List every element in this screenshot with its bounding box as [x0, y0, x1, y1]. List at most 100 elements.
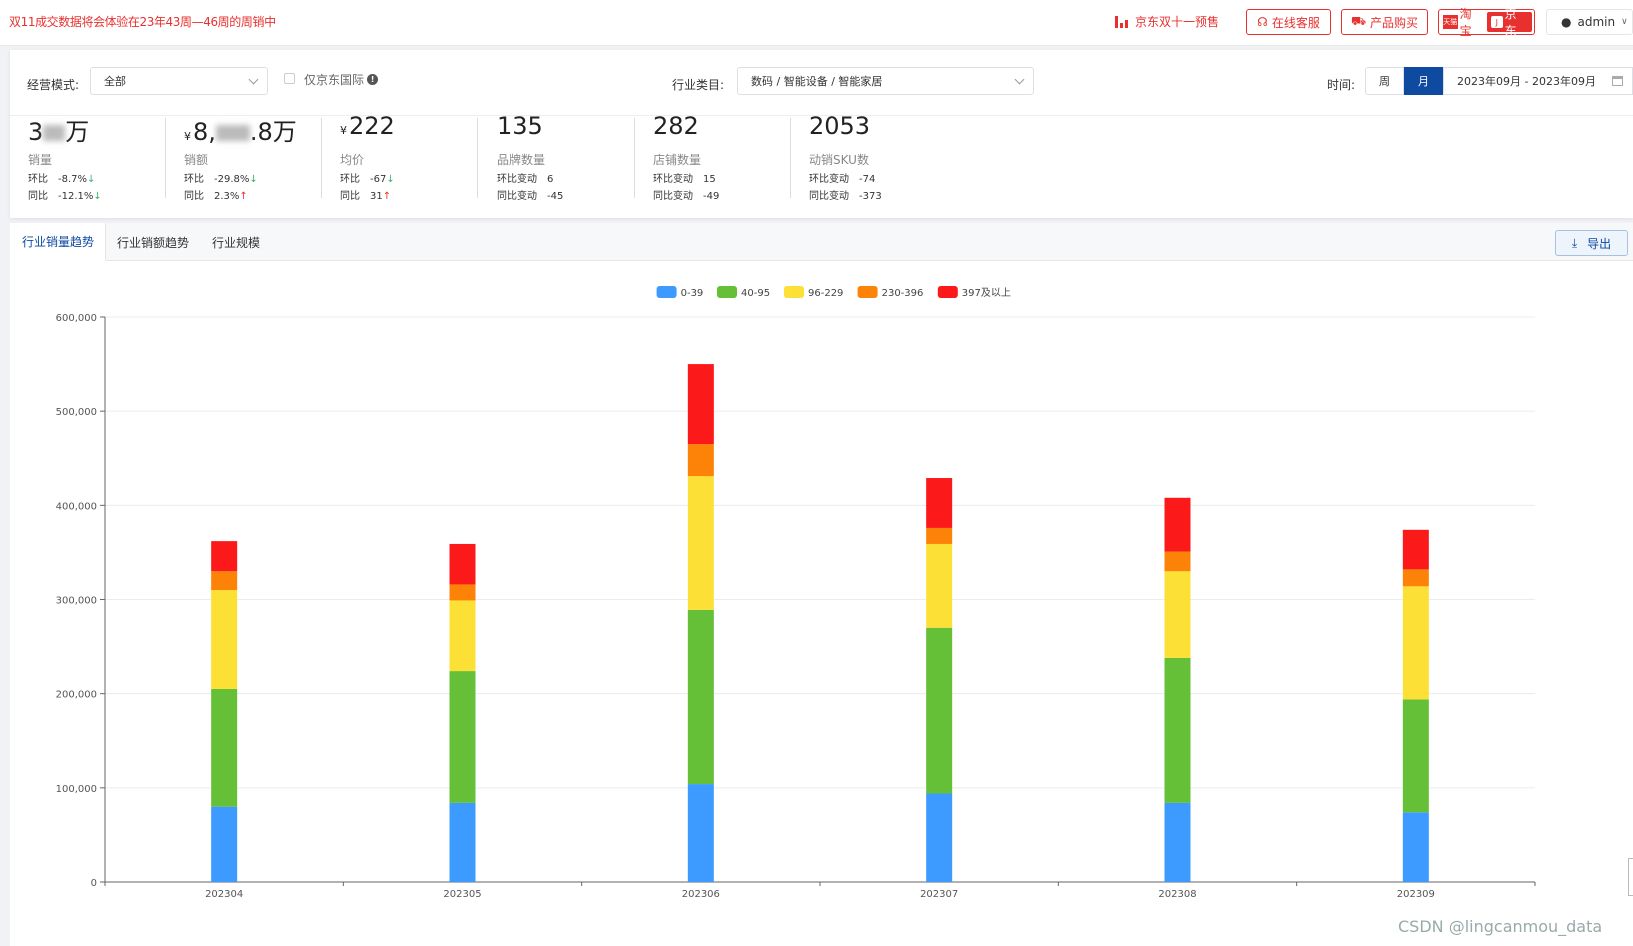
side-scroll-tab[interactable]	[1628, 858, 1633, 896]
bar-segment	[926, 543, 953, 628]
metric-value-prefix: 3	[28, 118, 44, 146]
legend-swatch	[717, 286, 737, 298]
metric-value: 2053	[809, 112, 871, 140]
jd-icon: J	[1490, 16, 1503, 28]
y-tick-label: 300,000	[56, 596, 97, 607]
jd-intl-label-wrap: 仅京东国际 !	[304, 71, 379, 88]
metric-name: 动销SKU数	[809, 153, 869, 167]
user-menu[interactable]: ● admin ∨	[1546, 9, 1633, 35]
metric-name: 销量	[28, 153, 53, 167]
metric-yoy-value: -49	[703, 191, 720, 202]
bar-segment	[211, 688, 238, 807]
metric-yoy-value: -12.1%	[58, 191, 94, 202]
chevron-down-icon	[248, 74, 259, 85]
platform-jd-label: 京东	[1504, 7, 1517, 38]
platform-jd[interactable]: J 京东	[1486, 7, 1532, 38]
metric-mom-value: 15	[703, 174, 716, 185]
mode-select[interactable]: 全部	[90, 67, 268, 95]
tmall-icon: 天猫	[1443, 15, 1458, 29]
calendar-icon	[1612, 76, 1623, 86]
metric-value: ¥8, .8万	[184, 112, 297, 147]
product-buy-button[interactable]: ⛟ 产品购买	[1341, 9, 1428, 35]
bar-segment	[211, 541, 238, 572]
chart-tabs: 行业销量趋势 行业销额趋势 行业规模 ⤓ 导出	[10, 223, 1633, 261]
metric-sales-amount: ¥8, .8万 销额 环比 -29.8%↓ 同比 2.3%↑	[166, 118, 322, 202]
metric-yoy-value: 31	[370, 191, 383, 202]
category-label: 行业类目:	[672, 78, 725, 92]
tab-sales-amount-trend[interactable]: 行业销额趋势	[117, 235, 190, 250]
legend-swatch	[656, 286, 677, 298]
x-tick-label: 202307	[920, 889, 958, 900]
bar-segment	[926, 478, 953, 528]
metric-avg-price: ¥222 均价 环比 -67↓ 同比 31↑	[322, 112, 478, 202]
platform-taobao[interactable]: 天猫 淘宝	[1441, 5, 1485, 39]
stacked-bar-chart: 0 100,000 200,000 300,000 400,000 500,000 600,…	[56, 286, 1536, 900]
tab-industry-scale[interactable]: 行业规模	[212, 235, 261, 250]
jd-presale-link[interactable]: 京东双十一预售	[1115, 13, 1219, 30]
metric-yoy-label: 同比变动	[653, 191, 693, 202]
bar-segment	[926, 527, 953, 544]
legend-label: 96-229	[808, 288, 843, 299]
mode-label: 经营模式:	[27, 78, 80, 92]
legend-label: 40-95	[741, 288, 770, 299]
platform-switch[interactable]: 天猫 淘宝 J 京东	[1438, 7, 1535, 38]
metric-yoy-label: 同比	[184, 191, 204, 202]
bar-segment	[1164, 657, 1191, 803]
category-select[interactable]: 数码 / 智能设备 / 智能家居	[737, 67, 1034, 95]
info-icon[interactable]: !	[367, 74, 379, 85]
x-tick-label: 202309	[1397, 889, 1435, 900]
metric-mom: 环比变动 6	[497, 170, 553, 185]
bar-segment	[1164, 802, 1191, 882]
bar-segment	[1164, 551, 1191, 572]
metric-value-suffix: 万	[65, 118, 90, 146]
bar-segment	[1402, 699, 1429, 813]
bar-segment	[1402, 586, 1429, 700]
bar-segment	[1402, 569, 1429, 587]
headset-icon: ☊	[1257, 15, 1268, 29]
bar-segment	[211, 806, 238, 882]
metric-mom-value: -67	[370, 174, 387, 185]
top-bar: 双11成交数据将会体验在23年43周—46周的周销中 京东双十一预售 ☊ 在线客…	[0, 0, 1633, 46]
jd-intl-label: 仅京东国际	[304, 73, 365, 87]
bar-segment	[449, 584, 476, 601]
online-service-button[interactable]: ☊ 在线客服	[1246, 9, 1331, 35]
metric-name: 品牌数量	[497, 153, 546, 167]
download-icon: ⤓	[1571, 235, 1578, 250]
notice-text: 双11成交数据将会体验在23年43周—46周的周销中	[9, 15, 276, 29]
legend-swatch	[937, 286, 958, 298]
metric-value-prefix: 222	[349, 112, 395, 140]
bar-segment	[211, 590, 238, 689]
tab-sales-volume-trend[interactable]: 行业销量趋势	[10, 223, 106, 261]
metric-yoy-value: -373	[859, 191, 882, 202]
week-toggle[interactable]: 周	[1365, 67, 1404, 95]
x-tick-label: 202305	[443, 889, 481, 900]
date-range-picker[interactable]: 2023年09月 - 2023年09月	[1443, 67, 1633, 95]
bar-segment	[449, 802, 476, 882]
x-tick-label: 202306	[682, 889, 720, 900]
metric-mom-value: -8.7%	[58, 174, 88, 185]
metric-value-suffix: .8万	[249, 118, 297, 146]
export-button[interactable]: ⤓ 导出	[1555, 230, 1628, 256]
category-select-value: 数码 / 智能设备 / 智能家居	[751, 75, 883, 88]
bar-segment	[926, 793, 953, 882]
up-arrow-icon: ↑	[239, 191, 248, 202]
metric-yoy-label: 同比	[340, 191, 360, 202]
watermark-text: CSDN @lingcanmou_data	[1398, 917, 1603, 936]
month-toggle[interactable]: 月	[1404, 67, 1443, 95]
metric-yoy: 同比变动 -373	[809, 187, 882, 202]
metric-mom-label: 环比	[340, 174, 360, 185]
x-tick-label: 202308	[1158, 889, 1196, 900]
bar-segment	[687, 784, 714, 882]
bar-chart-icon	[1115, 15, 1129, 28]
metric-mom: 环比变动 -74	[809, 170, 875, 185]
user-icon: ●	[1561, 15, 1572, 29]
jd-intl-checkbox[interactable]	[284, 73, 295, 84]
down-arrow-icon: ↓	[386, 174, 395, 185]
bar-segment	[1164, 571, 1191, 658]
metric-name: 销额	[184, 153, 209, 167]
metric-yoy-value: -45	[547, 191, 564, 202]
metric-mom-label: 环比变动	[653, 174, 693, 185]
cart-icon: ⛟	[1350, 14, 1367, 28]
chevron-down-icon	[1014, 74, 1025, 85]
